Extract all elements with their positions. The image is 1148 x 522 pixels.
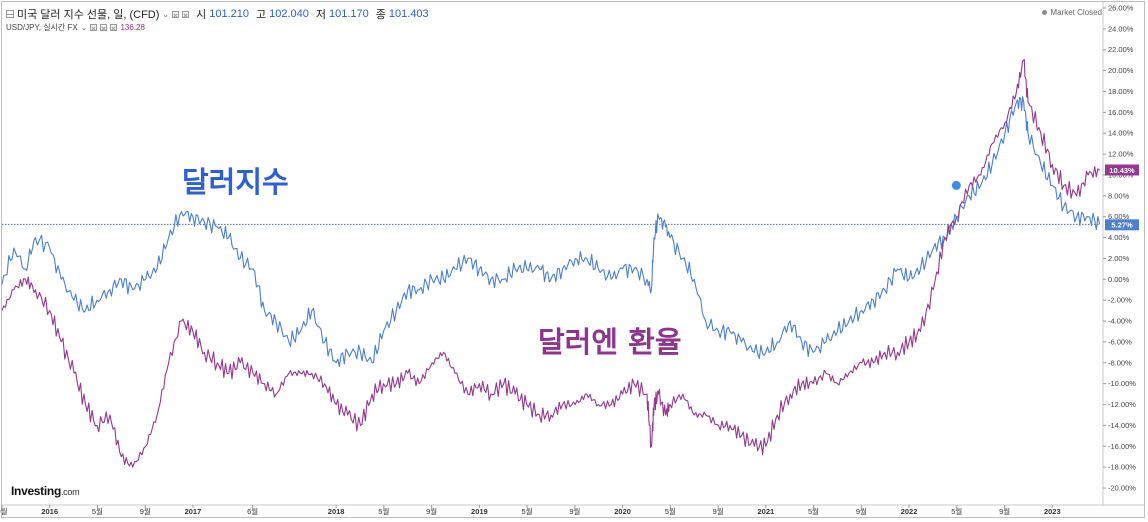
y-tick-label: -16.00%: [1108, 442, 1136, 451]
status-dot-icon: [1042, 10, 1048, 15]
chevron-down-icon[interactable]: ⌄: [80, 23, 88, 32]
logo-suffix: .com: [60, 487, 80, 497]
hide-icon[interactable]: [110, 24, 118, 31]
y-tick-label: 24.00%: [1108, 24, 1134, 33]
settings-icon[interactable]: [90, 24, 98, 31]
x-tick-label: 2020: [614, 507, 631, 516]
x-tick-label: 2017: [185, 507, 202, 516]
x-tick-label: 2018: [328, 507, 345, 516]
market-status: Market Closed: [1042, 8, 1102, 17]
annotation-usdjpy: 달러엔 환율: [538, 325, 682, 359]
y-tick-label: 2.00%: [1108, 254, 1130, 263]
instrument-title: 미국 달러 지수 선물, 일, (CFD): [17, 9, 160, 21]
chevron-down-icon[interactable]: ⌄: [162, 9, 170, 19]
y-tick-label: 22.00%: [1108, 45, 1134, 54]
x-tick-label: 5월: [951, 506, 962, 516]
logo-name: Investing: [11, 484, 61, 498]
x-tick-label: 5월: [92, 506, 103, 516]
annotation-dxy: 달러지수: [182, 165, 289, 199]
y-tick-label: 12.00%: [1108, 150, 1134, 159]
x-tick-label: 9월: [140, 506, 151, 516]
dxy-last-badge: [1105, 219, 1139, 231]
y-tick-label: 0.00%: [1108, 275, 1130, 284]
dxy-series-line: [1, 96, 1101, 368]
high-label: 고: [256, 9, 267, 21]
high-value: 102.040: [269, 8, 309, 20]
x-tick-label: 2019: [471, 507, 488, 516]
close-icon[interactable]: [100, 24, 108, 31]
x-tick-label: 5월: [808, 506, 819, 516]
x-tick-label: 9월: [999, 506, 1010, 516]
y-tick-label: -2.00%: [1108, 296, 1132, 305]
y-tick-label: -4.00%: [1108, 317, 1132, 326]
y-tick-label: 26.00%: [1108, 4, 1134, 13]
usdjpy-last-value: 10.43%: [1109, 166, 1135, 175]
x-tick-label: 2022: [901, 507, 918, 516]
compare-header: USD/JPY, 실시간 FX ⌄ 136.28: [6, 22, 145, 33]
y-tick-label: 8.00%: [1108, 191, 1130, 200]
y-tick-label: 20.00%: [1108, 66, 1134, 75]
x-tick-label: 9월: [569, 506, 580, 516]
y-tick-label: -20.00%: [1108, 484, 1136, 493]
chart-header: 미국 달러 지수 선물, 일, (CFD) ⌄ 시 101.210 고 102.04…: [6, 6, 429, 22]
low-value: 101.170: [329, 8, 369, 20]
y-tick-label: 6.00%: [1108, 212, 1130, 221]
event-marker-icon: [951, 180, 961, 190]
usdjpy-series-line: [1, 58, 1100, 468]
x-tick-label: 2016: [41, 507, 58, 516]
x-tick-label: 9월: [0, 506, 8, 516]
y-tick-label: 16.00%: [1108, 108, 1134, 117]
y-tick-label: -18.00%: [1108, 463, 1136, 472]
compare-name: USD/JPY, 실시간 FX: [6, 23, 78, 32]
x-tick-label: 2021: [758, 507, 775, 516]
y-tick-label: 4.00%: [1108, 233, 1130, 242]
low-label: 저: [315, 9, 327, 21]
y-tick-label: 18.00%: [1108, 87, 1134, 96]
open-value: 101.210: [209, 8, 249, 20]
usdjpy-last-badge: [1105, 164, 1139, 176]
open-label: 시: [196, 9, 207, 21]
close-icon[interactable]: [182, 10, 190, 18]
x-tick-label: 5월: [378, 506, 389, 516]
x-tick-label: 5월: [522, 506, 533, 516]
settings-icon[interactable]: [172, 10, 180, 18]
market-status-text: Market Closed: [1050, 8, 1102, 17]
x-tick-label: 6월: [247, 506, 258, 516]
y-tick-label: -10.00%: [1108, 379, 1136, 388]
x-tick-label: 9월: [856, 506, 867, 516]
y-tick-label: -14.00%: [1108, 421, 1136, 430]
y-tick-label: -6.00%: [1108, 337, 1132, 346]
close-label: 종: [375, 9, 386, 21]
y-tick-label: 14.00%: [1108, 129, 1134, 138]
y-tick-label: -12.00%: [1108, 400, 1136, 409]
x-tick-label: 5월: [665, 506, 676, 516]
compare-value: 136.28: [120, 23, 145, 32]
x-tick-label: 9월: [426, 506, 437, 516]
close-value: 101.403: [388, 8, 429, 20]
y-tick-label: -8.00%: [1108, 358, 1132, 367]
x-tick-label: 2023: [1044, 507, 1061, 516]
dxy-last-value: 5.27%: [1111, 220, 1133, 229]
x-tick-label: 9월: [713, 506, 724, 516]
collapse-icon[interactable]: [6, 10, 14, 18]
investing-logo: Investing.com: [11, 484, 80, 498]
